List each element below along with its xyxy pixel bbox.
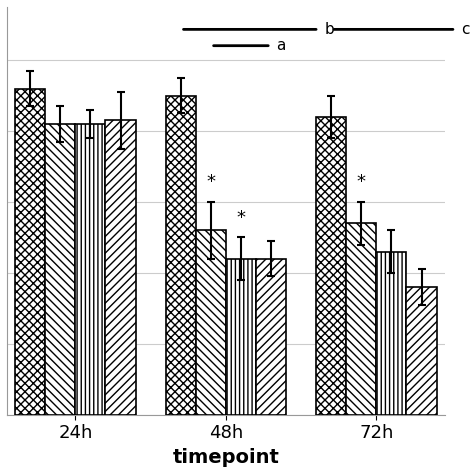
Bar [75, 124, 105, 415]
Bar [407, 287, 437, 415]
Bar [105, 120, 136, 415]
Bar [316, 117, 346, 415]
Bar [256, 259, 286, 415]
Bar [45, 124, 75, 415]
Text: *: * [206, 173, 215, 191]
Text: b: b [324, 22, 334, 37]
Bar [376, 252, 407, 415]
Text: a: a [276, 38, 286, 53]
Bar [15, 89, 45, 415]
Text: c: c [461, 22, 470, 37]
Bar [196, 230, 226, 415]
Bar [346, 223, 376, 415]
Text: *: * [237, 209, 246, 227]
X-axis label: timepoint: timepoint [173, 448, 279, 467]
Bar [165, 96, 196, 415]
Text: *: * [357, 173, 366, 191]
Bar [226, 259, 256, 415]
